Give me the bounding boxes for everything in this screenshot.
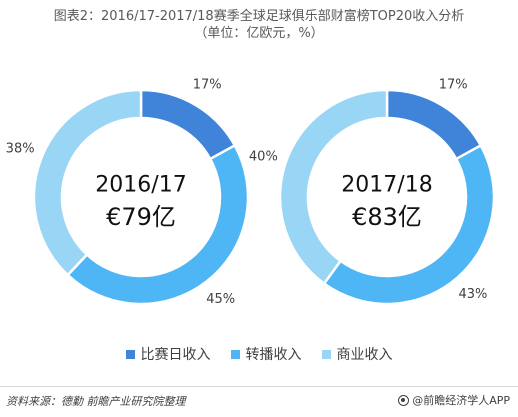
legend-swatch-matchday <box>125 349 135 359</box>
donut-1-slice-broadcast <box>65 143 250 306</box>
brand-credit-text: @前瞻经济学人APP <box>412 394 510 407</box>
brand-credit: @前瞻经济学人APP <box>398 392 510 408</box>
legend-swatch-commercial <box>321 349 331 359</box>
donut-2-label-commercial: 40% <box>249 149 278 164</box>
chart-title-line-2: （单位：亿欧元，%） <box>194 26 324 41</box>
chart-title: 图表2：2016/17-2017/18赛季全球足球俱乐部财富榜TOP20收入分析… <box>0 8 518 42</box>
legend-label-commercial: 商业收入 <box>336 347 393 363</box>
donut-2-label-matchday: 17% <box>439 78 468 93</box>
donut-2-season-label: 2017/18 <box>341 173 432 198</box>
legend-label-matchday: 比赛日收入 <box>140 347 211 363</box>
donut-1-label-broadcast: 45% <box>206 292 235 307</box>
legend-item-broadcast: 转播收入 <box>230 344 302 364</box>
chart-legend: 比赛日收入 转播收入 商业收入 <box>0 344 518 364</box>
donut-2-slice-commercial <box>278 88 389 286</box>
legend-item-matchday: 比赛日收入 <box>125 344 211 364</box>
chart-title-line-1: 图表2：2016/17-2017/18赛季全球足球俱乐部财富榜TOP20收入分析 <box>53 9 465 24</box>
donut-charts: 17% 45% 38% 2016/17 €79亿 17% 43% 40% 2017/18 €83亿 <box>6 78 496 307</box>
donut-1-label-commercial: 38% <box>6 142 35 157</box>
donut-2-slice-broadcast <box>322 143 496 306</box>
legend-label-broadcast: 转播收入 <box>245 347 302 363</box>
donut-1-label-matchday: 17% <box>193 78 222 93</box>
footer: 资料来源：德勤 前瞻产业研究院整理 @前瞻经济学人APP <box>0 386 518 417</box>
donut-2-slice-matchday <box>385 88 483 161</box>
source-note: 资料来源：德勤 前瞻产业研究院整理 <box>6 395 186 408</box>
donut-1-slice-commercial <box>32 88 143 277</box>
donut-1-total-label: €79亿 <box>106 203 176 231</box>
brand-logo-icon <box>398 394 410 406</box>
legend-item-commercial: 商业收入 <box>321 344 393 364</box>
donut-2-total-label: €83亿 <box>352 203 422 231</box>
donut-1-slice-matchday <box>139 88 237 161</box>
donut-1-season-label: 2016/17 <box>95 173 186 198</box>
legend-swatch-broadcast <box>230 349 240 359</box>
donut-2-label-broadcast: 43% <box>459 287 488 302</box>
